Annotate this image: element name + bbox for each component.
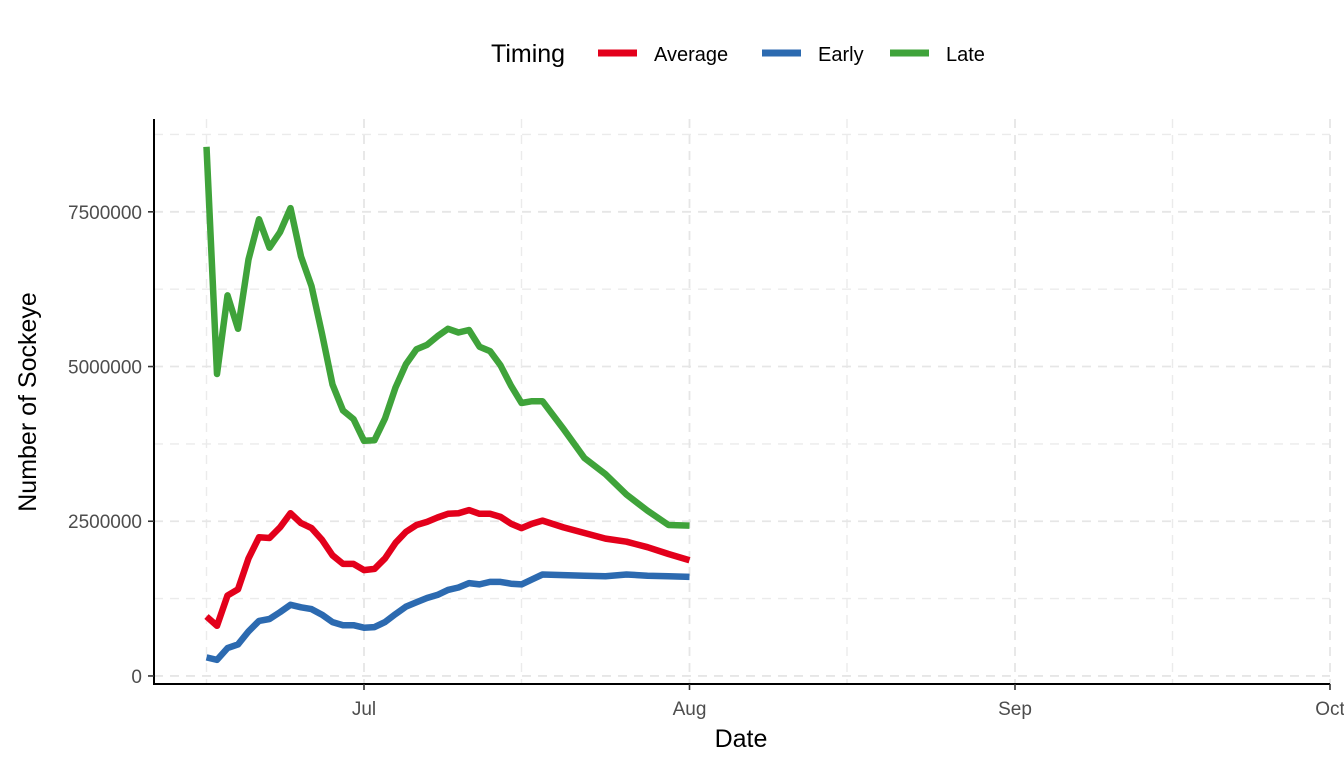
x-tick-label: Oct	[1315, 699, 1344, 720]
legend-label-early: Early	[818, 44, 864, 66]
x-tick-label: Aug	[673, 699, 707, 720]
x-tick-label: Jul	[352, 699, 376, 720]
series-line-early	[205, 571, 690, 664]
grid-lines	[154, 119, 1331, 684]
axis-ticks: Jul Aug Sep Oct 0 2500000 5000000 7500000	[68, 203, 1344, 720]
y-tick-label: 0	[131, 667, 142, 688]
x-axis-title: Date	[715, 725, 768, 753]
legend-title: Timing	[491, 40, 565, 68]
legend: Timing Average Early Late	[491, 40, 985, 68]
axes	[153, 119, 1330, 685]
x-tick-label: Sep	[998, 699, 1032, 720]
y-tick-label: 5000000	[68, 358, 142, 379]
y-tick-label: 7500000	[68, 203, 142, 224]
series-lines	[203, 146, 691, 664]
y-axis-title: Number of Sockeye	[14, 292, 42, 512]
legend-label-late: Late	[946, 44, 985, 66]
y-tick-label: 2500000	[68, 512, 142, 533]
legend-label-average: Average	[654, 44, 728, 66]
series-line-average	[204, 506, 691, 630]
series-line-late	[203, 146, 690, 529]
